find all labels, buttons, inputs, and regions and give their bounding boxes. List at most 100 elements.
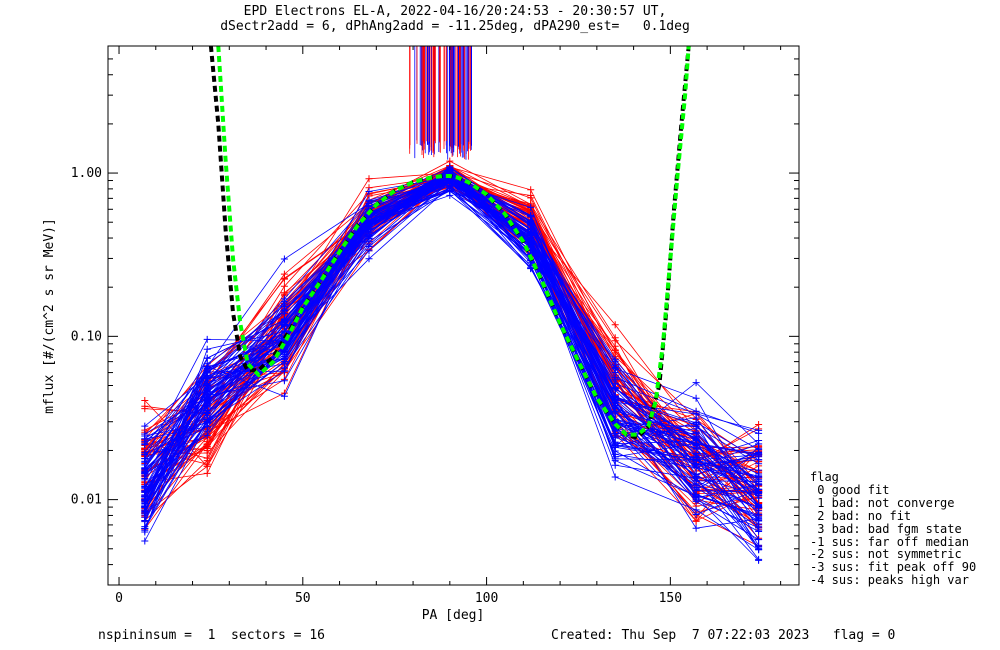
- blue-series-point: [365, 222, 373, 230]
- blue-series-point: [527, 238, 535, 246]
- blue-series-point: [203, 418, 211, 426]
- footer-created-info: Created: Thu Sep 7 07:22:03 2023 flag = …: [551, 628, 896, 643]
- blue-series-line: [144, 177, 759, 542]
- blue-series-point: [365, 255, 373, 263]
- fit-layer: [208, 46, 691, 440]
- blue-series-point: [527, 203, 535, 211]
- red-series-line: [144, 169, 759, 493]
- blue-series-point: [611, 432, 619, 440]
- red-series-point: [203, 469, 211, 477]
- blue-series-point: [611, 396, 619, 404]
- blue-series-point: [755, 524, 763, 532]
- plot-frame: [107, 45, 800, 586]
- red-series-point: [280, 282, 288, 290]
- y-tick-label: 1.00: [71, 166, 102, 181]
- blue-series-point: [692, 425, 700, 433]
- blue-series-point: [203, 335, 211, 343]
- blue-series-point: [280, 255, 288, 263]
- axis-layer: 0 50 100 150 0.01 0.10 1.00: [71, 45, 799, 606]
- red-series-point: [611, 337, 619, 345]
- blue-series-point: [141, 493, 149, 501]
- legend-item: 2 bad: no fit: [810, 508, 912, 523]
- red-series-line: [144, 179, 759, 539]
- blue-series-point: [611, 473, 619, 481]
- footer-spin-info: nspininsum = 1 sectors = 16: [98, 628, 325, 643]
- blue-series-point: [280, 392, 288, 400]
- blue-series-point: [365, 247, 373, 255]
- blue-series-line: [144, 170, 759, 550]
- blue-series-point: [755, 556, 763, 564]
- red-series-point: [611, 321, 619, 329]
- legend-item: 1 bad: not converge: [810, 495, 955, 510]
- flag-legend: flag 0 good fit 1 bad: not converge 2 ba…: [810, 471, 976, 587]
- blue-series-point: [692, 484, 700, 492]
- blue-series-point: [692, 379, 700, 387]
- y-axis-label: mflux [#/(cm^2 s sr MeV)]: [42, 218, 57, 414]
- blue-series-line: [144, 180, 759, 509]
- red-series-point: [611, 349, 619, 357]
- blue-series-point: [527, 229, 535, 237]
- blue-series-point: [141, 526, 149, 534]
- legend-title: flag: [810, 470, 839, 484]
- blue-series-point: [692, 410, 700, 418]
- red-series-point: [527, 192, 535, 199]
- blue-series-point: [755, 444, 763, 452]
- legend-item: 0 good fit: [810, 482, 890, 497]
- red-series-point: [141, 405, 149, 413]
- blue-series-line: [144, 173, 759, 531]
- red-series-line: [144, 180, 759, 521]
- blue-series-point: [141, 458, 149, 466]
- red-series-point: [203, 443, 211, 451]
- x-tick-label: 100: [475, 591, 498, 606]
- data-layer: [141, 46, 763, 564]
- blue-series-point: [203, 354, 211, 362]
- blue-series-point: [446, 186, 454, 194]
- blue-series-point: [203, 373, 211, 381]
- blue-series-point: [755, 481, 763, 489]
- blue-series-point: [611, 440, 619, 448]
- legend-item: -4 sus: peaks high var: [810, 573, 969, 588]
- red-series-line: [144, 173, 759, 528]
- blue-series-point: [280, 307, 288, 315]
- blue-series-point: [692, 524, 700, 532]
- fit-curve-green: [216, 46, 691, 437]
- red-series-line: [144, 176, 759, 492]
- blue-series-point: [446, 167, 454, 175]
- x-tick-label: 50: [295, 591, 311, 606]
- blue-series-point: [611, 369, 619, 376]
- blue-series-point: [280, 355, 288, 363]
- blue-series-point: [203, 362, 211, 370]
- blue-series-point: [141, 537, 149, 545]
- blue-series-point: [755, 517, 763, 525]
- y-tick-label: 0.10: [71, 329, 102, 344]
- blue-series-point: [755, 502, 763, 510]
- x-axis-label: PA [deg]: [422, 608, 485, 623]
- blue-series-point: [755, 460, 763, 468]
- chart-title-line-1: EPD Electrons EL-A, 2022-04-16/20:24:53 …: [243, 4, 667, 19]
- red-series-point: [203, 460, 211, 468]
- blue-series-point: [527, 212, 535, 219]
- blue-series-point: [141, 435, 149, 443]
- blue-series-point: [692, 511, 700, 518]
- legend-item: -1 sus: far off median: [810, 534, 969, 549]
- blue-series-point: [203, 410, 211, 417]
- blue-series-point: [280, 377, 288, 385]
- blue-series-point: [280, 337, 288, 345]
- blue-series-point: [365, 188, 373, 195]
- x-tick-label: 150: [659, 591, 682, 606]
- blue-series-point: [692, 394, 700, 402]
- blue-series-point: [203, 431, 211, 439]
- blue-series-line: [144, 173, 759, 492]
- blue-series-point: [692, 461, 700, 469]
- blue-series-point: [692, 471, 700, 479]
- blue-series-point: [755, 492, 763, 500]
- blue-series-point: [280, 318, 288, 326]
- blue-series-point: [365, 235, 373, 242]
- blue-series-point: [141, 475, 149, 482]
- blue-series-point: [203, 394, 211, 402]
- blue-series-point: [755, 545, 763, 553]
- blue-series-point: [527, 218, 535, 226]
- blue-series-point: [141, 468, 149, 476]
- blue-series-point: [755, 426, 763, 434]
- blue-series-point: [611, 408, 619, 416]
